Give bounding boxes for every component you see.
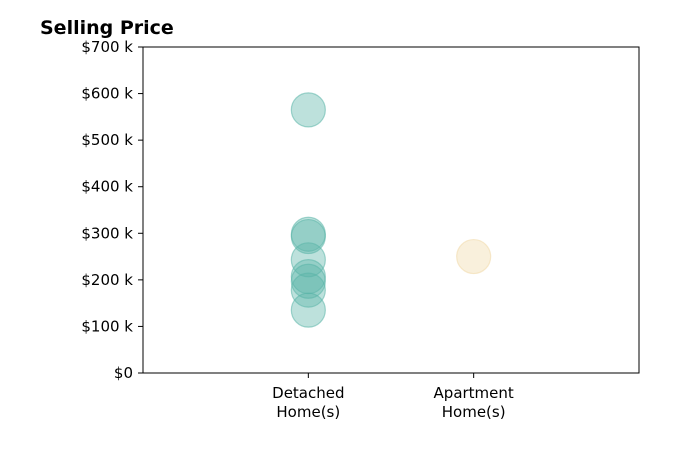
data-point xyxy=(456,238,492,275)
data-point xyxy=(290,92,326,128)
y-axis: $0 $100 k $200 k $300 k $400 k $500 k $600 k $7… xyxy=(81,38,143,382)
y-tick-label: $100 k xyxy=(81,317,133,335)
y-tick-label: $300 k xyxy=(81,224,133,242)
x-tick-label: Detached Home(s) xyxy=(272,384,344,421)
y-tick-label: $0 xyxy=(114,364,133,382)
data-points xyxy=(290,92,492,328)
y-tick-label: $400 k xyxy=(81,178,133,196)
y-tick-label: $200 k xyxy=(81,271,133,289)
chart-title: Selling Price xyxy=(40,17,174,39)
data-point xyxy=(290,272,326,308)
x-tick-label: Apartment Home(s) xyxy=(434,384,514,421)
y-tick-label: $600 k xyxy=(81,85,133,103)
data-point xyxy=(290,292,326,328)
y-tick-label: $700 k xyxy=(81,38,133,56)
plot-area xyxy=(142,46,640,374)
y-tick-label: $500 k xyxy=(81,131,133,149)
data-point xyxy=(290,263,326,299)
x-axis: Detached Home(s) Apartment Home(s) xyxy=(272,373,514,421)
